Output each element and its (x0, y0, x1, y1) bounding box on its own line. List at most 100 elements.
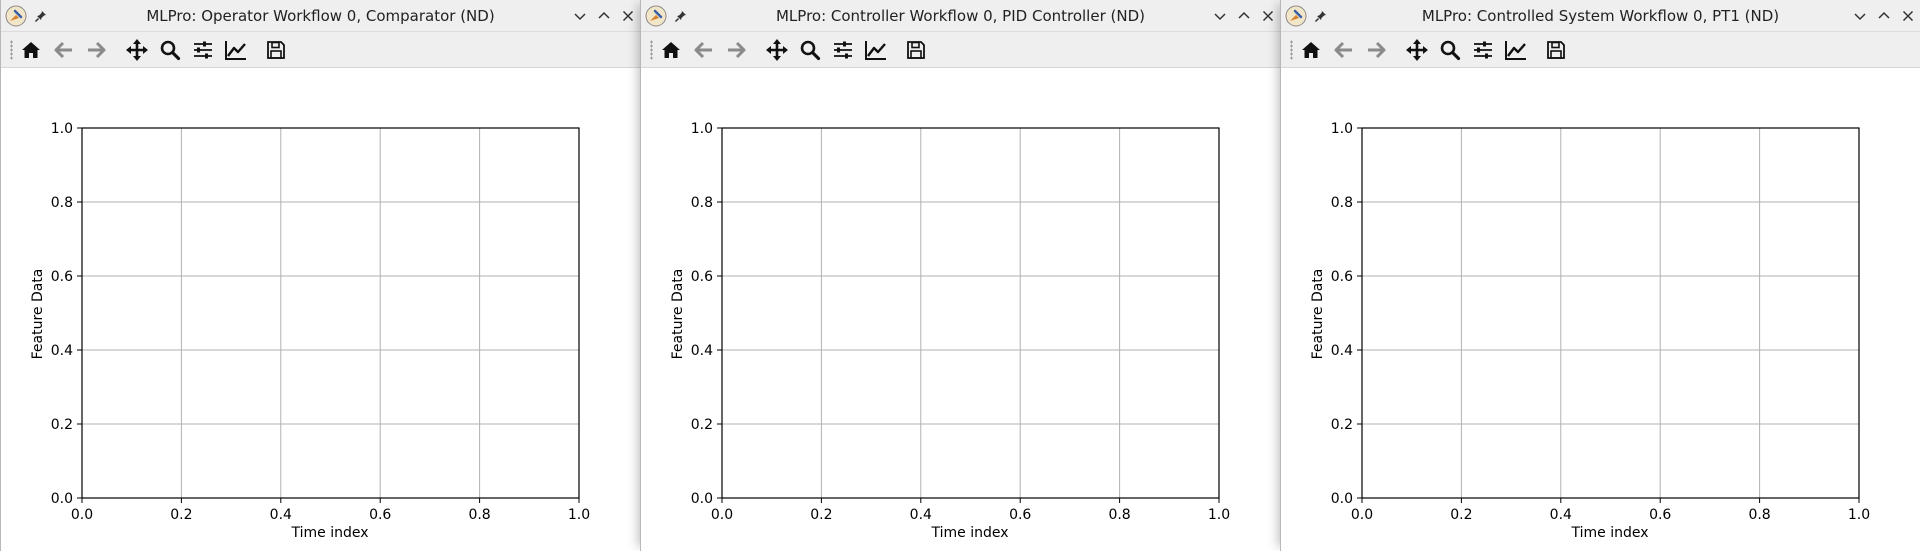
zoom-icon (1440, 40, 1461, 61)
y-tick-label: 0.8 (691, 195, 713, 211)
y-tick-label: 1.0 (691, 121, 713, 137)
y-tick-label: 0.2 (51, 417, 73, 433)
save-icon (267, 41, 285, 59)
zoom-button[interactable] (797, 37, 823, 63)
edit-curves-icon (865, 41, 886, 60)
configure-subplots-button[interactable] (1470, 37, 1496, 63)
maximize-icon[interactable] (1236, 8, 1252, 24)
forward-button[interactable] (1363, 37, 1389, 63)
pin-icon[interactable] (1314, 7, 1330, 23)
edit-curves-icon (225, 41, 246, 60)
minimize-icon[interactable] (1212, 8, 1228, 24)
feature-plot[interactable]: Feature Data Time index 0.0 0.2 0.4 0.6 0.8 1… (641, 68, 1280, 551)
y-tick-label: 0.4 (691, 343, 713, 359)
y-tick-label: 0.0 (691, 491, 713, 507)
home-button[interactable] (1298, 37, 1324, 63)
x-tick-label: 0.6 (369, 507, 391, 523)
y-tick-label: 0.0 (1331, 491, 1353, 507)
edit-curves-icon (1505, 41, 1526, 60)
back-button[interactable] (691, 37, 717, 63)
x-tick-label: 0.8 (1748, 507, 1770, 523)
plot-window-operator[interactable]: MLPro: Operator Workflow 0, Comparator (… (0, 0, 640, 551)
edit-curves-button[interactable] (1503, 37, 1529, 63)
y-tick-label: 0.6 (1331, 269, 1353, 285)
window-title: MLPro: Controller Workflow 0, PID Contro… (775, 7, 1145, 25)
pan-icon (766, 39, 788, 61)
home-icon (1302, 42, 1320, 58)
plot-window-controlled-system[interactable]: MLPro: Controlled System Workflow 0, PT1… (1280, 0, 1920, 551)
close-icon[interactable] (620, 8, 636, 24)
x-tick-label: 0.0 (711, 507, 733, 523)
window-titlebar[interactable]: MLPro: Operator Workflow 0, Comparator (… (1, 0, 640, 32)
x-tick-label: 0.8 (1108, 507, 1130, 523)
x-tick-label: 0.6 (1009, 507, 1031, 523)
x-tick-label: 0.2 (170, 507, 192, 523)
toolbar-grip[interactable] (10, 40, 13, 60)
x-axis-label: Time index (930, 525, 1008, 541)
x-tick-label: 0.0 (1351, 507, 1373, 523)
navigation-toolbar (641, 32, 1280, 68)
edit-curves-button[interactable] (863, 37, 889, 63)
window-titlebar[interactable]: MLPro: Controlled System Workflow 0, PT1… (1281, 0, 1920, 32)
x-tick-label: 0.4 (1550, 507, 1572, 523)
maximize-icon[interactable] (1876, 8, 1892, 24)
forward-button[interactable] (723, 37, 749, 63)
y-tick-label: 0.8 (1331, 195, 1353, 211)
minimize-icon[interactable] (1852, 8, 1868, 24)
back-arrow-icon (1334, 41, 1352, 59)
x-tick-label: 0.8 (468, 507, 490, 523)
minimize-icon[interactable] (572, 8, 588, 24)
zoom-button[interactable] (1437, 37, 1463, 63)
feature-plot[interactable]: Feature Data Time index 0.0 0.2 0.4 0.6 0.8 1… (1, 68, 640, 551)
app-icon (645, 5, 667, 27)
toolbar-grip[interactable] (650, 40, 653, 60)
window-titlebar[interactable]: MLPro: Controller Workflow 0, PID Contro… (641, 0, 1280, 32)
home-button[interactable] (658, 37, 684, 63)
feature-plot[interactable]: Feature Data Time index 0.0 0.2 0.4 0.6 0.8 1… (1281, 68, 1920, 551)
home-button[interactable] (18, 37, 44, 63)
pan-icon (126, 39, 148, 61)
configure-subplots-button[interactable] (830, 37, 856, 63)
pin-icon[interactable] (34, 7, 50, 23)
y-tick-label: 1.0 (1331, 121, 1353, 137)
forward-button[interactable] (83, 37, 109, 63)
close-icon[interactable] (1900, 8, 1916, 24)
zoom-button[interactable] (157, 37, 183, 63)
x-tick-label: 0.6 (1649, 507, 1671, 523)
pin-icon[interactable] (674, 7, 690, 23)
x-tick-label: 0.2 (1450, 507, 1472, 523)
configure-subplots-button[interactable] (190, 37, 216, 63)
configure-subplots-icon (834, 41, 852, 59)
navigation-toolbar (1281, 32, 1920, 68)
y-axis-label: Feature Data (30, 269, 46, 360)
y-tick-label: 0.6 (691, 269, 713, 285)
forward-arrow-icon (88, 41, 106, 59)
plot-window-controller[interactable]: MLPro: Controller Workflow 0, PID Contro… (640, 0, 1280, 551)
toolbar-grip[interactable] (1290, 40, 1293, 60)
save-button[interactable] (263, 37, 289, 63)
x-tick-label: 0.4 (270, 507, 292, 523)
y-tick-label: 1.0 (51, 121, 73, 137)
y-axis-label: Feature Data (670, 269, 686, 360)
zoom-icon (160, 40, 181, 61)
back-button[interactable] (51, 37, 77, 63)
x-tick-label: 0.0 (71, 507, 93, 523)
close-icon[interactable] (1260, 8, 1276, 24)
maximize-icon[interactable] (596, 8, 612, 24)
home-icon (22, 42, 40, 58)
back-button[interactable] (1331, 37, 1357, 63)
axes-frame (1361, 127, 1860, 499)
axes-frame (81, 127, 580, 499)
edit-curves-button[interactable] (223, 37, 249, 63)
x-tick-label: 1.0 (568, 507, 590, 523)
pan-icon (1406, 39, 1428, 61)
pan-button[interactable] (764, 37, 790, 63)
app-icon (5, 5, 27, 27)
zoom-icon (800, 40, 821, 61)
configure-subplots-icon (1474, 41, 1492, 59)
save-button[interactable] (1543, 37, 1569, 63)
pan-button[interactable] (1404, 37, 1430, 63)
pan-button[interactable] (124, 37, 150, 63)
save-button[interactable] (903, 37, 929, 63)
y-tick-label: 0.2 (1331, 417, 1353, 433)
